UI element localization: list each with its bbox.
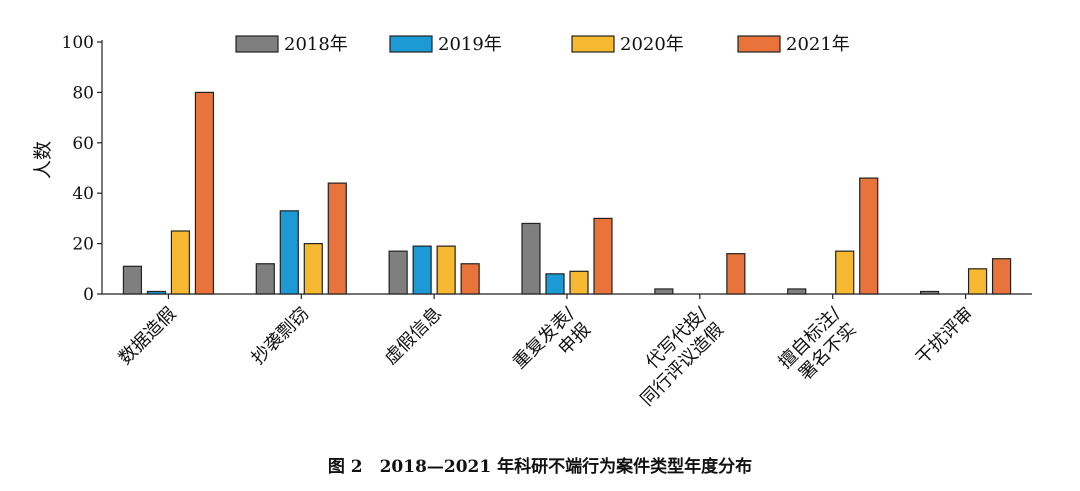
bar-2021年-1 xyxy=(327,182,347,295)
bar-2018年-2 xyxy=(388,250,408,295)
y-tick-label: 60 xyxy=(72,134,94,154)
y-tick-label: 20 xyxy=(72,235,94,255)
legend-swatch-2018年 xyxy=(235,35,279,53)
y-tick-label: 100 xyxy=(62,33,94,53)
legend-swatch-2019年 xyxy=(389,35,433,53)
x-tick-label: 重复发表/申报 xyxy=(509,302,596,389)
bar-2018年-1 xyxy=(255,263,275,295)
bar-2020年-1 xyxy=(303,243,323,295)
bar-2018年-3 xyxy=(521,222,541,295)
bar-2020年-5 xyxy=(835,250,855,295)
y-axis-title: 人数 xyxy=(32,141,54,179)
y-tick-label: 80 xyxy=(72,83,94,103)
bar-2020年-6 xyxy=(967,268,988,295)
y-tick-label: 40 xyxy=(72,184,94,204)
bar-2019年-3 xyxy=(545,273,565,295)
legend-label: 2020年 xyxy=(620,34,684,55)
bar-2020年-2 xyxy=(436,245,456,295)
x-tick-label: 数据造假 xyxy=(115,303,181,369)
bar-2020年-0 xyxy=(170,230,191,295)
x-tick-label-line: 抄袭剽窃 xyxy=(248,303,314,369)
bar-2018年-5 xyxy=(787,288,807,295)
bar-2021年-5 xyxy=(859,177,879,295)
bar-2021年-6 xyxy=(991,258,1012,295)
x-tick-label-line: 数据造假 xyxy=(115,303,181,369)
x-tick-label: 抄袭剽窃 xyxy=(248,303,314,369)
bar-2018年-0 xyxy=(122,265,143,295)
x-tick-label: 代写代投/同行评议造假 xyxy=(621,302,729,410)
bar-2021年-3 xyxy=(593,217,613,295)
bar-2019年-0 xyxy=(146,290,167,295)
bar-2019年-1 xyxy=(279,210,299,295)
x-tick-label: 擅自标注/署名不实 xyxy=(775,302,862,389)
bar-2021年-4 xyxy=(726,253,746,295)
x-tick-label: 虚假信息 xyxy=(380,303,446,369)
bar-2018年-6 xyxy=(919,290,940,295)
legend-label: 2021年 xyxy=(786,34,850,55)
bar-2021年-0 xyxy=(194,91,215,295)
y-tick-label: 0 xyxy=(83,285,94,305)
figure-caption: 图 2 2018—2021 年科研不端行为案件类型年度分布 xyxy=(327,457,753,477)
legend-label: 2019年 xyxy=(438,34,502,55)
x-tick-label: 干扰评审 xyxy=(912,303,978,369)
bar-2021年-2 xyxy=(460,263,480,295)
legend-label: 2018年 xyxy=(284,34,348,55)
x-tick-label-line: 干扰评审 xyxy=(912,303,978,369)
bar-2020年-3 xyxy=(569,270,589,295)
legend-swatch-2021年 xyxy=(737,35,781,53)
bar-2019年-2 xyxy=(412,245,432,295)
legend-swatch-2020年 xyxy=(571,35,615,53)
x-tick-label-line: 虚假信息 xyxy=(380,303,446,369)
bar-2018年-4 xyxy=(654,288,674,295)
